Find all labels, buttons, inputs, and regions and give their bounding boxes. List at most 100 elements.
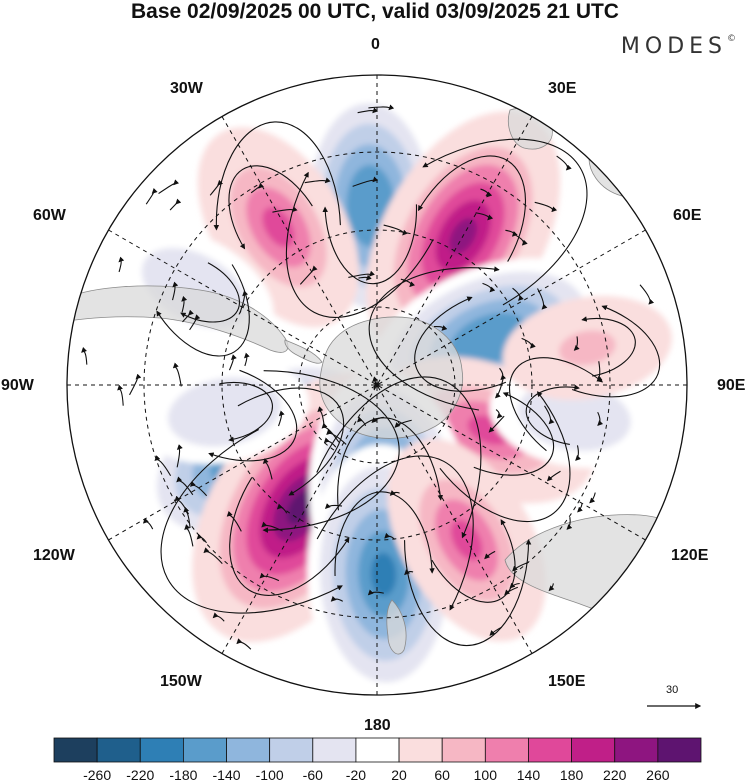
wind-arrow (358, 274, 372, 281)
wind-arrow (236, 638, 252, 650)
streamline-9-1 (404, 539, 532, 646)
wind-arrow (404, 569, 414, 576)
colorbar-swatch-5 (269, 737, 314, 763)
wind-arrow (512, 561, 529, 572)
colorbar-swatch-12 (571, 737, 616, 763)
streamline-10-1 (508, 357, 604, 452)
anomaly-contour-3-5 (469, 326, 509, 354)
wind-arrow (384, 532, 396, 540)
wind-arrow (324, 503, 343, 509)
colorbar (53, 737, 702, 763)
colorbar-tick-label: 220 (603, 767, 627, 783)
streamline-13-1 (208, 369, 298, 462)
reference-vector-value: 30 (666, 684, 679, 696)
wind-arrow (433, 325, 448, 331)
wind-arrow (548, 583, 555, 592)
wind-arrow (129, 373, 142, 396)
wind-arrow (250, 182, 265, 194)
colorbar-tick-label: 260 (646, 767, 670, 783)
map-disk (67, 75, 687, 695)
wind-arrow (499, 367, 507, 381)
colorbar-tick-label: 60 (434, 767, 450, 783)
wind-arrow (189, 481, 208, 497)
south-pole-marker (374, 382, 380, 388)
wind-arrow (556, 155, 572, 171)
colorbar-swatch-1 (96, 737, 141, 763)
wind-arrow (196, 533, 207, 544)
streamline-1-1 (422, 138, 588, 306)
streamline-4-0 (473, 392, 555, 476)
colorbar-swatch-0 (53, 737, 98, 763)
antarctica (319, 316, 464, 439)
wind-arrow (495, 409, 503, 419)
colorbar-swatch-4 (226, 737, 271, 763)
lon-label-90w: 90W (1, 377, 34, 394)
colorbar-tick-label: 20 (391, 767, 407, 783)
wind-arrow (203, 547, 223, 565)
wind-arrow (504, 586, 519, 596)
colorbar-swatch-8 (398, 737, 443, 763)
wind-arrow (367, 589, 384, 596)
colorbar-tick-label: -100 (255, 767, 284, 783)
antarctic-peninsula (284, 339, 323, 364)
wind-arrow (597, 411, 604, 426)
streamline-13-0 (219, 382, 273, 442)
wind-arrow (482, 282, 496, 293)
wind-arrow (154, 455, 172, 477)
wind-arrow (158, 179, 180, 194)
wind-arrow (209, 179, 224, 196)
wind-arrow (243, 352, 250, 367)
wind-arrow (521, 337, 536, 349)
wind-arrow (596, 361, 603, 382)
wind-arrow (494, 376, 505, 399)
wind-arrow (81, 347, 88, 365)
wind-arrow (276, 503, 288, 514)
lon-label-60w: 60W (33, 207, 66, 224)
wind-arrow (272, 206, 298, 213)
wind-arrow (169, 198, 182, 211)
wind-arrow (389, 490, 400, 496)
wind-arrow (534, 201, 558, 213)
wind-arrow (212, 612, 225, 622)
streamline-11-0 (581, 316, 636, 377)
streamline-5-0 (237, 387, 344, 496)
lon-label-180: 180 (364, 717, 391, 734)
map-boundary (66, 74, 688, 696)
wind-arrow (372, 376, 379, 390)
colorbar-tick-label: -260 (83, 767, 112, 783)
wind-arrow (489, 626, 502, 636)
lon-label-30e: 30E (548, 80, 577, 97)
wind-arrow (176, 476, 194, 496)
wind-arrow (181, 295, 188, 313)
streamline-12-0 (180, 262, 241, 323)
wind-arrow (326, 429, 347, 445)
wind-arrow (589, 492, 596, 504)
wind-arrow (259, 572, 280, 582)
south-america (67, 285, 289, 353)
wind-arrow (546, 470, 561, 482)
copyright-mark: © (727, 34, 736, 44)
wind-arrow (189, 314, 201, 331)
streamline-7-1 (316, 376, 482, 539)
wind-arrow (577, 503, 583, 513)
wind-arrow (228, 354, 237, 371)
wind-arrow (368, 104, 395, 111)
wind-arrow (348, 270, 375, 278)
wind-arrow (239, 290, 249, 314)
wind-arrow (371, 416, 384, 424)
colorbar-swatch-2 (139, 737, 184, 763)
wind-arrow (304, 177, 331, 184)
wind-arrow (383, 224, 408, 236)
streamline-1-0 (418, 155, 526, 262)
streamline-8-1 (316, 455, 474, 611)
wind-arrow (323, 437, 337, 448)
wind-arrow (176, 444, 183, 468)
colorbar-tick-label: -140 (212, 767, 241, 783)
colorbar-tick-label: -220 (126, 767, 155, 783)
colorbar-swatch-7 (355, 737, 400, 763)
wind-arrow (357, 107, 379, 114)
colorbar-swatch-3 (182, 737, 227, 763)
lon-label-60e: 60E (673, 207, 702, 224)
colorbar-tick-label: -60 (302, 767, 323, 783)
